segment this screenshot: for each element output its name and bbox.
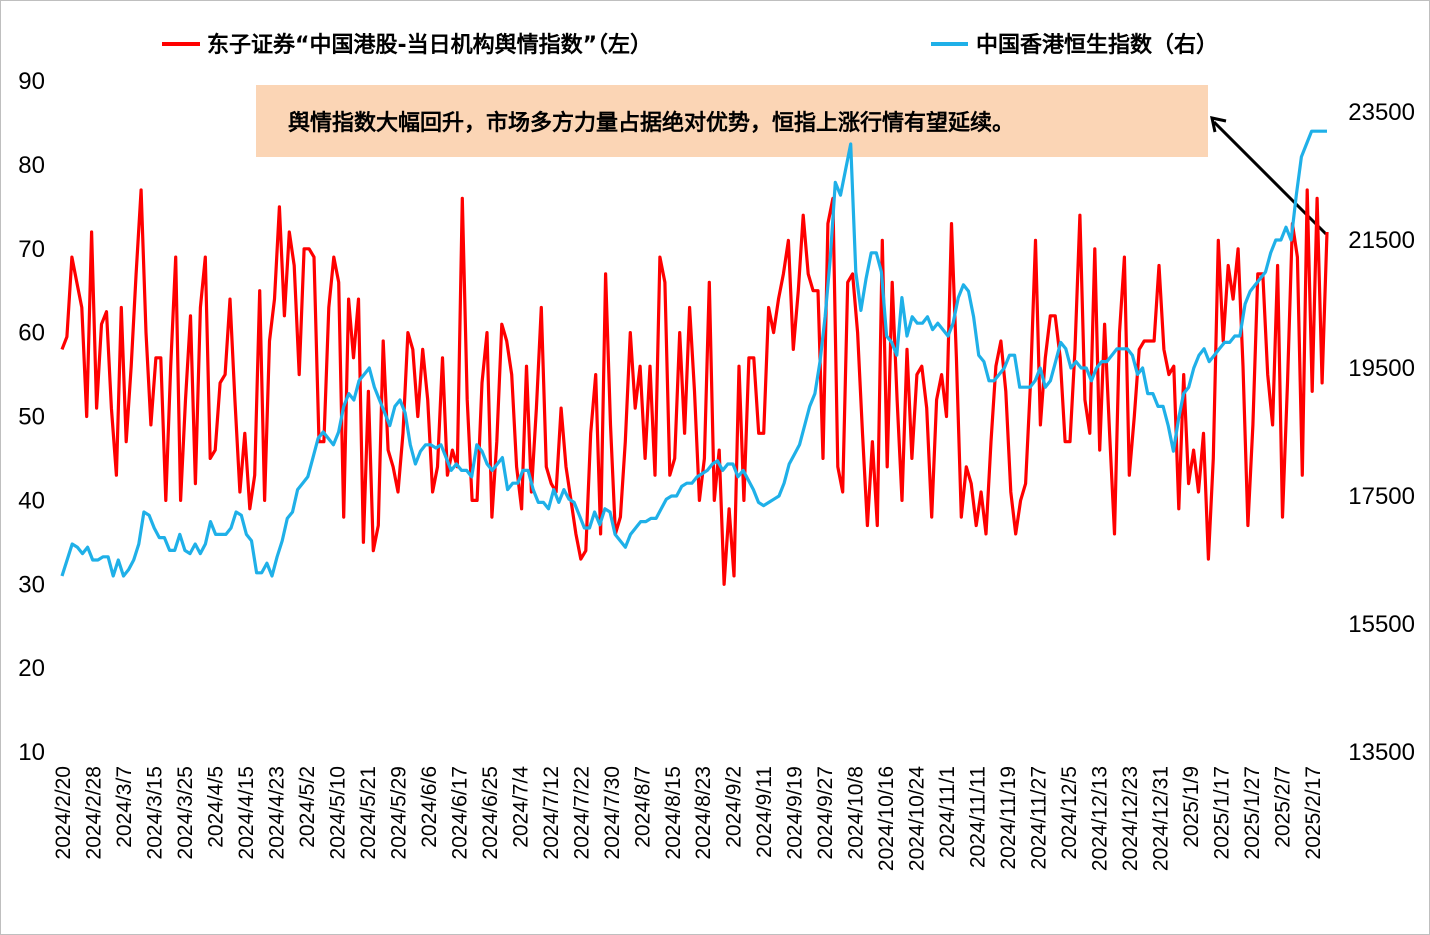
annotation-box	[256, 85, 1208, 157]
y-left-tick-label: 80	[18, 152, 45, 179]
legend-label-hsi: 中国香港恒生指数（右）	[976, 32, 1218, 58]
x-tick-label: 2024/12/13	[1089, 766, 1112, 871]
x-tick-label: 2024/7/4	[509, 766, 532, 848]
y-axis-left: 10 20 30 40 50 60 70 80 90	[18, 68, 45, 766]
x-tick-label: 2024/11/27	[1028, 766, 1051, 870]
x-tick-label: 2024/4/15	[235, 766, 258, 859]
x-tick-label: 2024/7/30	[601, 766, 624, 859]
x-tick-label: 2024/4/5	[204, 766, 227, 848]
x-tick-label: 2024/11/1	[936, 766, 959, 858]
x-tick-label: 2025/1/17	[1211, 766, 1234, 859]
annotation-arrow-head	[1210, 116, 1227, 133]
x-tick-label: 2024/11/11	[967, 766, 990, 868]
series-line-sentiment	[60, 188, 1329, 586]
y-right-tick-label: 13500	[1348, 739, 1415, 766]
x-tick-label: 2024/5/29	[387, 766, 410, 859]
x-tick-label: 2024/3/25	[174, 766, 197, 859]
x-tick-label: 2024/8/23	[692, 766, 715, 859]
x-tick-label: 2025/1/27	[1241, 766, 1264, 859]
y-left-tick-label: 90	[18, 68, 45, 95]
y-axis-right: 13500 15500 17500 19500 21500 23500	[1348, 99, 1415, 766]
x-tick-label: 2024/5/10	[326, 766, 349, 859]
legend: 东子证券“中国港股-当日机构舆情指数”（左） 中国香港恒生指数（右）	[162, 32, 1218, 58]
x-tick-label: 2024/9/19	[784, 766, 807, 859]
x-tick-label: 2024/7/22	[570, 766, 593, 859]
x-tick-label: 2024/5/21	[357, 766, 380, 859]
series-line-hsi	[60, 129, 1327, 578]
series-lines	[60, 129, 1329, 586]
y-right-tick-label: 15500	[1348, 611, 1415, 638]
x-tick-label: 2024/4/23	[265, 766, 288, 859]
x-tick-label: 2025/2/17	[1302, 766, 1325, 859]
x-tick-label: 2024/6/25	[479, 766, 502, 859]
x-tick-label: 2024/3/15	[143, 766, 166, 859]
x-tick-label: 2025/2/7	[1272, 766, 1295, 848]
x-tick-label: 2024/3/7	[113, 766, 136, 848]
x-tick-label: 2024/10/16	[875, 766, 898, 871]
x-tick-label: 2024/10/8	[845, 766, 868, 859]
x-tick-label: 2024/8/15	[662, 766, 685, 859]
legend-label-sentiment: 东子证券“中国港股-当日机构舆情指数”（左）	[207, 32, 652, 58]
x-tick-label: 2024/2/28	[82, 766, 105, 859]
y-right-tick-label: 19500	[1348, 355, 1415, 382]
x-tick-label: 2024/9/11	[753, 766, 776, 858]
y-right-tick-label: 17500	[1348, 483, 1415, 510]
x-tick-label: 2024/10/24	[906, 766, 929, 871]
x-tick-label: 2024/2/20	[52, 766, 75, 859]
y-left-tick-label: 10	[18, 739, 45, 766]
y-right-tick-label: 23500	[1348, 99, 1415, 126]
x-tick-label: 2024/6/6	[418, 766, 441, 848]
y-left-tick-label: 20	[18, 655, 45, 682]
x-tick-label: 2024/12/31	[1150, 766, 1173, 871]
y-left-tick-label: 30	[18, 571, 45, 598]
y-left-tick-label: 50	[18, 404, 45, 431]
x-tick-label: 2024/12/23	[1119, 766, 1142, 871]
x-tick-label: 2024/9/2	[723, 766, 746, 848]
x-tick-label: 2024/6/17	[448, 766, 471, 859]
annotation: 舆情指数大幅回升，市场多方力量占据绝对优势，恒指上涨行情有望延续。	[256, 85, 1328, 236]
x-tick-label: 2024/9/27	[814, 766, 837, 859]
x-tick-label: 2024/11/19	[997, 766, 1020, 870]
y-left-tick-label: 70	[18, 236, 45, 263]
x-tick-label: 2024/5/2	[296, 766, 319, 848]
y-left-tick-label: 60	[18, 320, 45, 347]
x-axis: 2024/2/20 2024/2/28 2024/3/7 2024/3/15 2024/…	[52, 766, 1325, 871]
x-tick-label: 2025/1/9	[1180, 766, 1203, 848]
x-tick-label: 2024/7/12	[540, 766, 563, 859]
y-right-tick-label: 21500	[1348, 227, 1415, 254]
annotation-text: 舆情指数大幅回升，市场多方力量占据绝对优势，恒指上涨行情有望延续。	[288, 110, 1014, 136]
y-left-tick-label: 40	[18, 487, 45, 514]
x-tick-label: 2024/12/5	[1058, 766, 1081, 859]
x-tick-label: 2024/8/7	[631, 766, 654, 848]
